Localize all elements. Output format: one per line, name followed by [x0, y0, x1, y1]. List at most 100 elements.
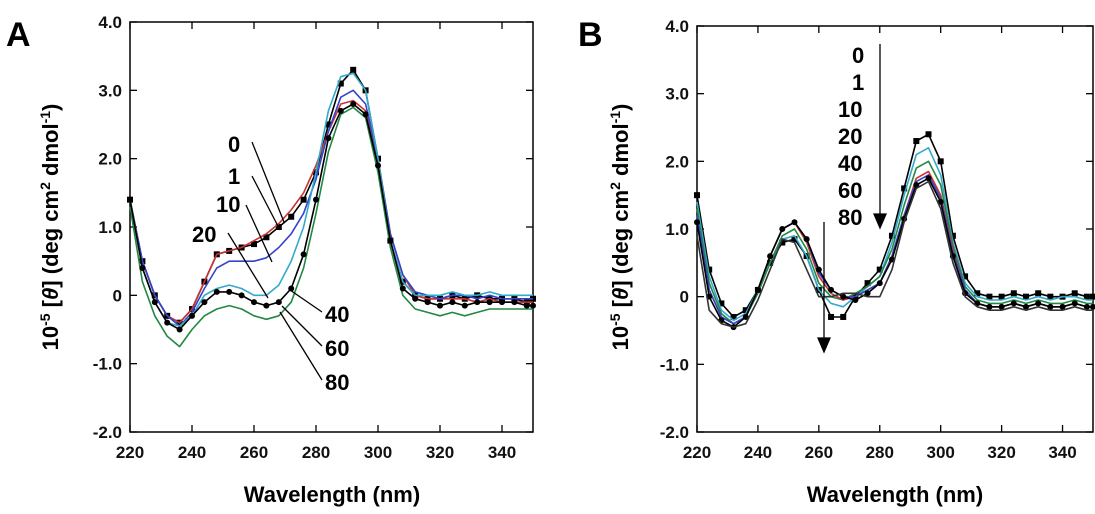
annotation-a-80: 80 — [325, 370, 349, 395]
panel-b-series-0-marker — [998, 293, 1005, 300]
panel-b-y-tick-label: 1.0 — [665, 220, 689, 239]
panel-b-series-0-marker — [840, 313, 847, 320]
panel-b-series-0-marker — [730, 313, 737, 320]
panel-b-series-line-6 — [696, 180, 1093, 328]
panel-b-series-line-5 — [696, 177, 1093, 328]
panel-b-series-5-marker — [913, 182, 920, 189]
panel-b-series-0-marker — [937, 158, 944, 165]
panel-b-series-0-marker — [913, 138, 920, 145]
panel-a-series-5-marker — [350, 101, 357, 107]
panel-b-series-5-marker — [779, 226, 786, 232]
panel-a-series-line-0 — [129, 69, 534, 324]
panel-a-series-5-marker — [449, 299, 456, 306]
annotation-a-10: 10 — [216, 192, 240, 217]
panel-b-annotation-arrows — [817, 44, 887, 354]
panel-a-series-5-marker — [437, 302, 443, 309]
panel-a-y-ticks: -2.0 -1.0 0 1.0 2.0 3.0 4.0 — [93, 13, 533, 442]
panel-a-x-tick-label: 280 — [302, 443, 330, 462]
panel-a-series-line-1 — [129, 99, 533, 324]
annotation-a-40: 40 — [325, 302, 349, 327]
panel-b-series-0-marker — [925, 131, 932, 138]
panel-b-y-axis-label: 10-5 [θ] (deg cm2 dmol-1) — [607, 104, 633, 351]
panel-b-series-0-marker — [864, 280, 871, 287]
annotation-a-20: 20 — [192, 222, 216, 247]
panel-b-series-0-marker — [888, 232, 895, 239]
panel-a-series-0-marker — [350, 66, 357, 73]
panel-a-series-5-marker — [337, 107, 344, 114]
panel-b-x-tick-label: 260 — [805, 443, 833, 462]
panel-a-series-5-marker — [499, 299, 505, 306]
panel-a-x-tick-label: 240 — [178, 443, 206, 462]
panel-a-series-5-marker — [461, 302, 468, 309]
panel-b-series-0-marker — [706, 266, 713, 273]
panel-a-y-axis-label: 10-5 [θ] (deg cm2 dmol-1) — [37, 104, 63, 351]
panel-a-series-5-marker — [511, 299, 518, 306]
panel-b-series-0-marker — [949, 232, 956, 239]
panel-b-series-0-marker — [876, 266, 883, 273]
panel-a-series-0-marker — [251, 241, 257, 248]
panel-b-series-0-marker — [974, 290, 981, 297]
panel-b-y-tick-label: 0 — [680, 288, 689, 307]
panel-b-series-0-marker — [779, 239, 786, 246]
panel-b-series-5-marker — [767, 253, 774, 260]
panel-b-x-tick-label: 240 — [744, 443, 772, 462]
panel-b-series-5-marker — [815, 266, 822, 273]
panel-a-series-0-marker — [325, 121, 332, 128]
annotation-b-0: 0 — [852, 43, 864, 68]
panel-b-series-5-marker — [1059, 303, 1066, 310]
panel-a-series-0-marker — [337, 80, 344, 87]
annotation-b-40: 40 — [838, 151, 862, 176]
panel-b-series-0-marker — [1010, 290, 1017, 297]
panel-b-y-tick-label: 4.0 — [665, 17, 689, 36]
panel-b-series-0-marker — [901, 185, 908, 192]
panel-a-series-5-marker — [213, 288, 220, 295]
panel-a-series-line-3 — [129, 72, 533, 327]
panel-b-series-0-marker — [1035, 290, 1042, 297]
panel-a-series-5-marker — [127, 196, 133, 203]
panel-a-x-tick-label: 320 — [426, 443, 454, 462]
panel-b-series-5-marker — [1010, 300, 1017, 307]
panel-a-y-tick-label: -1.0 — [93, 355, 122, 374]
panel-b-series-5-marker — [754, 286, 761, 293]
panel-b-series-5-marker — [840, 293, 847, 300]
panel-b-series-0-marker — [1090, 293, 1095, 300]
panel-a-y-tick-label: 1.0 — [98, 218, 122, 237]
panel-a-series-5-marker — [189, 312, 195, 319]
panel-a-series-0-marker — [300, 196, 307, 203]
panel-a-x-tick-label: 300 — [364, 443, 392, 462]
panel-b-series-5-marker — [1035, 300, 1042, 307]
panel-a-x-tick-label: 220 — [116, 443, 144, 462]
panel-b-series-5-marker — [998, 303, 1005, 310]
panel-b-series-5-marker — [925, 175, 932, 182]
panel-b-series-0-marker — [1071, 290, 1078, 297]
annotation-a-0: 0 — [228, 132, 240, 157]
panel-a-series-5-marker — [387, 237, 394, 244]
annotation-b-60: 60 — [838, 178, 862, 203]
panel-a-series-line-2 — [129, 89, 533, 327]
panel-b-y-tick-label: -2.0 — [660, 423, 689, 442]
panel-b-series-0-marker — [742, 307, 749, 314]
panel-a-y-tick-label: -2.0 — [93, 423, 122, 442]
panel-a-series-5-marker — [362, 111, 369, 118]
annotation-a-60: 60 — [325, 336, 349, 361]
panel-a-series-5-marker — [275, 299, 282, 306]
panel-a-series-5-marker — [530, 302, 536, 309]
panel-b-series-0-marker — [694, 192, 700, 199]
panel-b-series-0-marker — [791, 236, 798, 243]
panel-b: B -2.0 -1.0 0 1.0 2.0 3.0 4.0 220 240 260 280 300 3… — [578, 16, 1095, 507]
panel-a-annotations: 0 1 10 20 40 60 80 — [192, 132, 349, 395]
panel-a-series-line-4 — [129, 106, 533, 348]
panel-a-y-tick-label: 3.0 — [98, 81, 122, 100]
panel-a-series-5-marker — [523, 302, 530, 309]
panel-a-x-ticks: 220 240 260 280 300 320 340 — [116, 22, 516, 462]
annotation-b-1: 1 — [852, 70, 864, 95]
panel-a-x-tick-label: 340 — [488, 443, 516, 462]
panel-b-series-5-marker — [1022, 303, 1029, 310]
panel-a-series-5-marker — [176, 326, 183, 333]
panel-b-series-0-marker — [986, 293, 993, 300]
annotation-b-20: 20 — [838, 124, 862, 149]
panel-b-label: B — [578, 16, 603, 54]
panel-a-series-5-marker — [300, 251, 307, 258]
annotation-b-80: 80 — [838, 205, 862, 230]
